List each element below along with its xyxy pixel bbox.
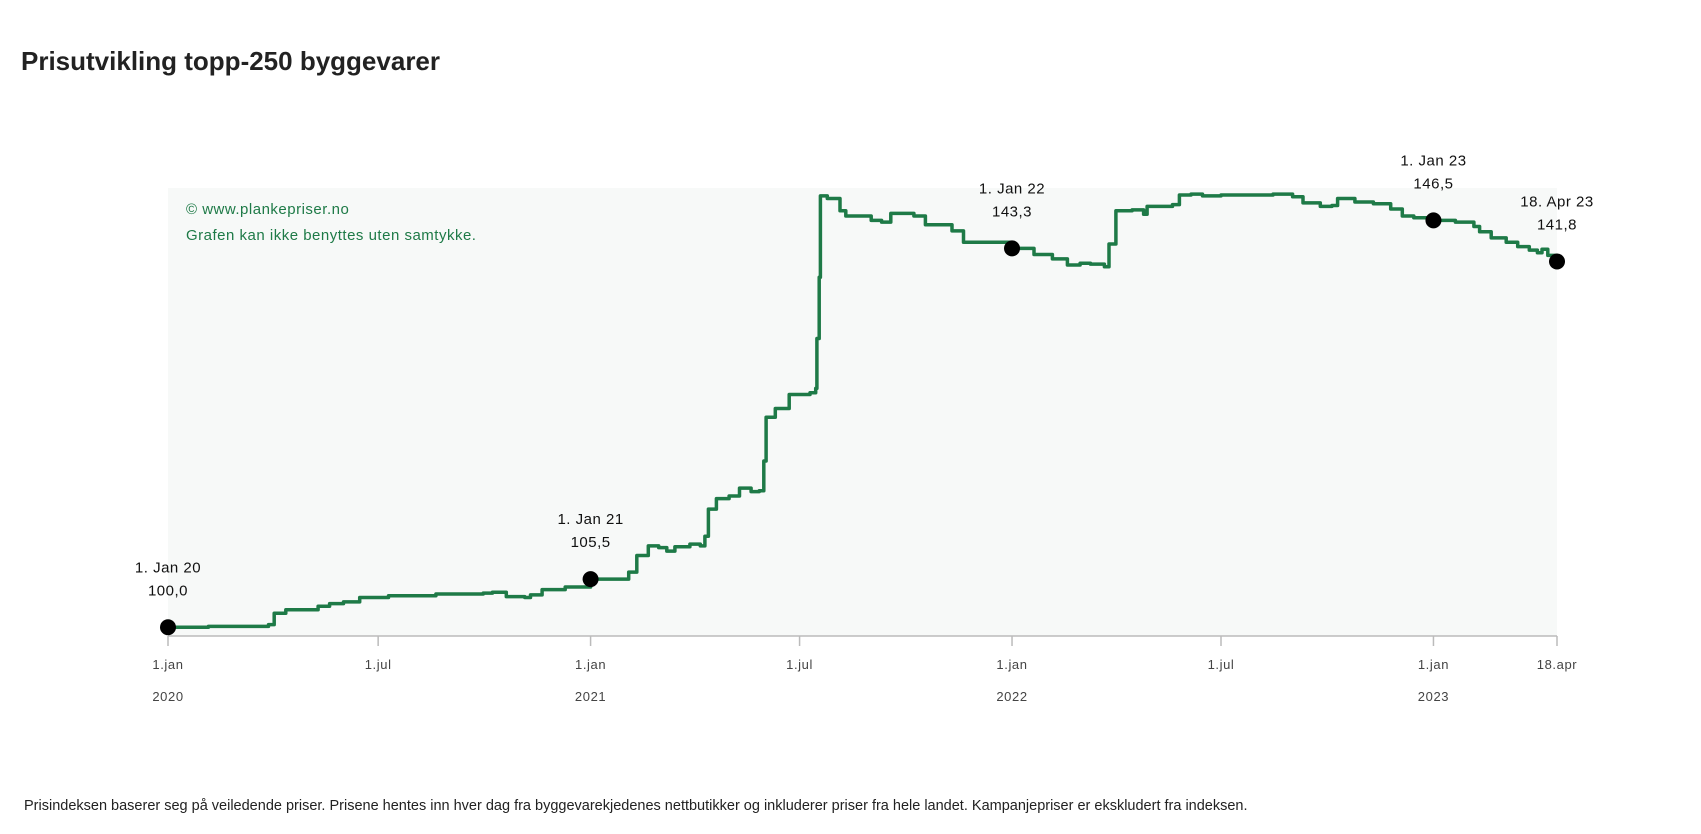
x-tick-label-6: 1.jan [1418,657,1449,672]
x-tick-label-0: 1.jan [152,657,183,672]
data-markers: 1. Jan 20 100,0 1. Jan 21 105,5 1. Jan 22 143… [135,152,1593,636]
marker-value-label-2: 143,3 [992,203,1032,220]
x-axis-ticks: 1.jan 2020 1.jul 1.jan 2021 1.jul 1.jan 2022 1.j… [152,636,1577,704]
marker-point-2 [1004,240,1021,257]
x-year-label-4: 2022 [996,689,1027,704]
marker-point-1 [582,571,599,588]
marker-value-label-3: 146,5 [1413,175,1453,192]
x-tick-label-5: 1.jul [1208,657,1235,672]
watermark-line-1: © www.plankepriser.no [186,201,349,218]
footnote: Prisindeksen baserer seg på veiledende p… [24,798,1248,814]
marker-value-label-1: 105,5 [571,534,611,551]
x-tick-label-2: 1.jan [575,657,606,672]
marker-point-4 [1549,253,1565,270]
x-year-label-0: 2020 [152,689,183,704]
plot-background [168,188,1557,636]
marker-point-3 [1425,212,1442,229]
x-tick-label-7: 18.apr [1537,657,1578,672]
x-tick-label-3: 1.jul [786,657,813,672]
marker-date-label-1: 1. Jan 21 [557,511,623,528]
x-tick-label-1: 1.jul [365,657,392,672]
x-tick-label-4: 1.jan [996,657,1027,672]
marker-value-label-4: 141,8 [1537,217,1577,234]
marker-date-label-2: 1. Jan 22 [979,180,1045,197]
marker-date-label-4: 18. Apr 23 [1520,194,1593,211]
watermark-line-2: Grafen kan ikke benyttes uten samtykke. [186,227,476,244]
page-title: Prisutvikling topp-250 byggevarer [21,46,441,76]
marker-date-label-3: 1. Jan 23 [1400,152,1466,169]
series-line [168,192,1559,630]
x-year-label-6: 2023 [1418,689,1449,704]
marker-date-label-0: 1. Jan 20 [135,559,201,576]
marker-point-0 [160,619,176,636]
marker-value-label-0: 100,0 [148,582,188,599]
x-year-label-2: 2021 [575,689,606,704]
